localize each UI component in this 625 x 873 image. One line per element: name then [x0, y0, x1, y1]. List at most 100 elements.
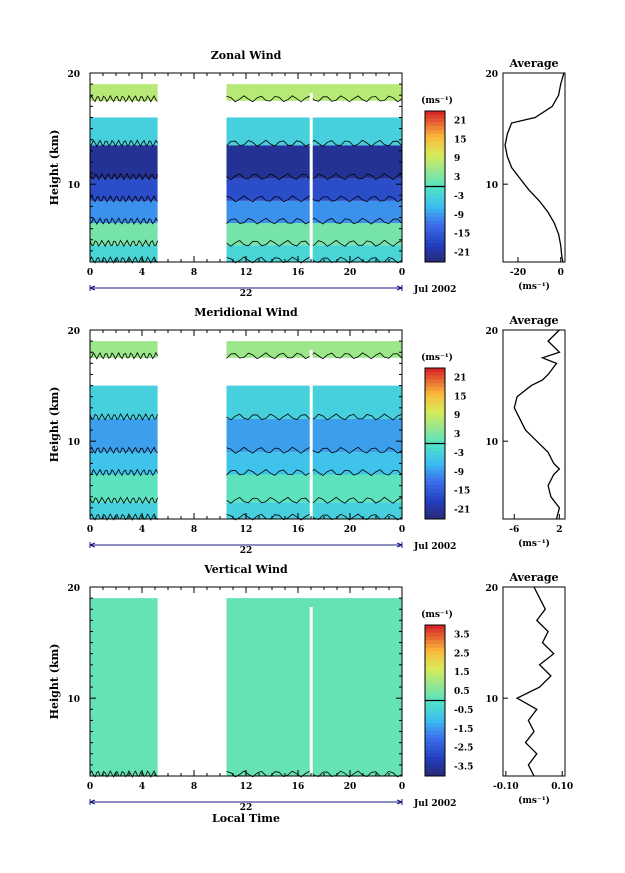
average-x-label: (ms⁻¹)	[518, 281, 550, 292]
x-tick-label: 4	[139, 268, 145, 278]
x-tick-label: 20	[344, 782, 357, 792]
y-tick-label: 10	[67, 695, 80, 705]
colorbar-cell	[425, 488, 445, 494]
colorbar-cell	[425, 726, 445, 732]
colorbar-cell	[425, 212, 445, 218]
x-tick-label: 20	[344, 268, 357, 278]
colorbar-cell	[425, 171, 445, 176]
colorbar-cell	[425, 417, 445, 422]
heatmap-band-0-1	[226, 502, 402, 519]
colorbar-cell	[425, 220, 445, 225]
colorbar-cell	[425, 496, 445, 501]
contour-line	[89, 172, 158, 181]
y-tick-label: 20	[67, 327, 80, 337]
colorbar-tick-label: -0.5	[454, 706, 473, 716]
colorbar-cell	[425, 114, 445, 120]
colorbar-cell	[425, 715, 445, 720]
contour-line	[89, 94, 158, 103]
average-x-tick-label: -20	[510, 268, 526, 278]
average-frame	[502, 586, 566, 777]
colorbar-tick-label: -9	[454, 211, 464, 221]
contour-line	[89, 239, 158, 248]
colorbar-cell	[425, 368, 445, 373]
average-profile: Average -0.10 0.10 10 20 (ms⁻¹)	[485, 571, 573, 806]
colorbar-cell	[425, 772, 445, 777]
colorbar-cell	[425, 708, 445, 713]
heatmap-band-0-1	[226, 245, 402, 262]
average-profile: Average -20 0 10 20 (ms⁻¹)	[485, 57, 566, 292]
colorbar-cell	[425, 719, 445, 724]
colorbar-cell	[425, 696, 445, 701]
colorbar-cell	[425, 160, 445, 165]
colorbar-cell	[425, 250, 445, 255]
colorbar-cell	[425, 681, 445, 686]
colorbar-cell	[425, 129, 445, 135]
heatmap-band-2-1	[226, 200, 402, 224]
average-title: Average	[508, 57, 558, 70]
colorbar-cell	[425, 711, 445, 717]
average-y-tick-label: 20	[485, 584, 498, 594]
heatmap-band-3-1	[226, 178, 402, 201]
colorbar-cell	[425, 190, 445, 195]
colorbar-cell	[425, 178, 445, 184]
contour-line	[226, 195, 403, 203]
average-y-tick-label: 10	[485, 181, 498, 191]
heatmap-band-4-1	[226, 385, 402, 419]
heatmap-band-5-1	[226, 117, 402, 146]
colorbar-cell	[425, 152, 445, 157]
colorbar-tick-label: -21	[454, 506, 470, 516]
x-tick-label: 0	[87, 268, 93, 278]
colorbar-cell	[425, 156, 445, 161]
average-x-tick-label: 0	[558, 268, 564, 278]
average-y-tick-label: 20	[485, 70, 498, 80]
colorbar-cell	[425, 760, 445, 766]
colorbar-cell	[425, 383, 445, 388]
colorbar-cell	[425, 163, 445, 169]
colorbar-cell	[425, 451, 445, 456]
colorbar-tick-label: 2.5	[454, 649, 470, 659]
data-streak-gap	[309, 350, 313, 519]
colorbar-tick-label: -2.5	[454, 744, 473, 754]
colorbar-cell	[425, 454, 445, 460]
contour-line	[226, 352, 403, 360]
contour-line	[226, 513, 403, 521]
colorbar-tick-label: -15	[454, 230, 470, 240]
day-label: 22	[240, 289, 253, 299]
colorbar-cell	[425, 375, 445, 380]
colorbar-cell	[425, 753, 445, 758]
colorbar-cell	[425, 704, 445, 709]
colorbar-cell	[425, 413, 445, 418]
colorbar-cell	[425, 447, 445, 452]
colorbar-cell	[425, 636, 445, 641]
colorbar-cell	[425, 118, 445, 123]
colorbar-cell	[425, 379, 445, 384]
colorbar-tick-label: 3	[454, 173, 460, 183]
heatmap-band-2-1	[226, 452, 402, 475]
x-tick-label: 8	[191, 782, 197, 792]
average-x-tick-label: -0.10	[493, 782, 519, 792]
contour-line	[226, 256, 403, 264]
colorbar-cell	[425, 768, 445, 773]
heatmap-band-4-0	[90, 145, 158, 179]
heatmap-band-0-0	[90, 245, 158, 262]
colorbar-cell	[425, 209, 445, 214]
panel-3: Vertical Wind 0 4 8 12 16 20 0 10 20 Height (km) 22…	[48, 563, 573, 825]
colorbar-tick-label: -3.5	[454, 763, 473, 773]
colorbar-cell	[425, 235, 445, 240]
colorbar-cell	[425, 643, 445, 649]
contour-line	[226, 217, 403, 225]
colorbar-cell	[425, 371, 445, 377]
colorbar-tick-label: 1.5	[454, 668, 470, 678]
colorbar-cell	[425, 500, 445, 505]
x-tick-label: 20	[344, 525, 357, 535]
colorbar-cell	[425, 511, 445, 516]
colorbar-tick-label: 9	[454, 154, 460, 164]
colorbar-tick-label: 21	[454, 373, 467, 383]
heatmap-band-1-0	[90, 223, 158, 246]
contour-line	[89, 351, 158, 360]
heatmap-band-5-0	[90, 117, 158, 146]
colorbar-unit: (ms⁻¹)	[421, 352, 453, 363]
contour-line	[226, 446, 403, 454]
colorbar-cell	[425, 515, 445, 520]
